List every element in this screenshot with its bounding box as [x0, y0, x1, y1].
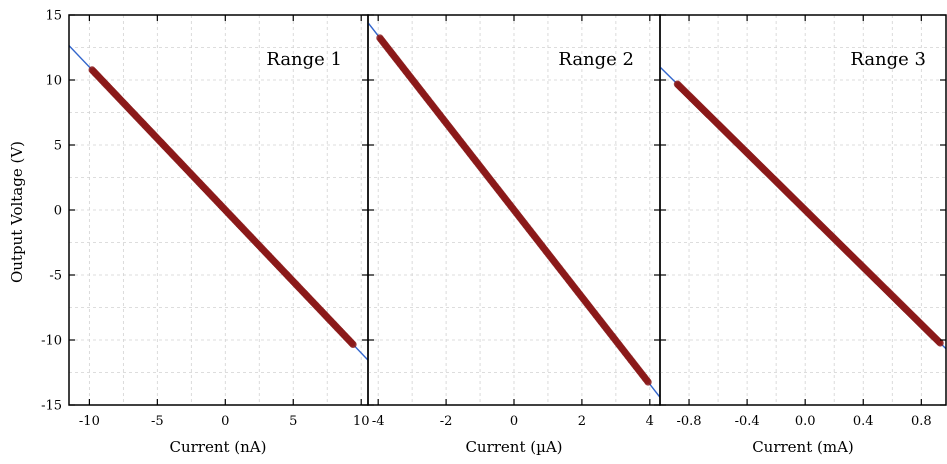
ticks-layer-range-3: -0.8 -0.4 0.0 0.4 0.8 — [660, 14, 946, 429]
x-tick-label-range-2: 4 — [646, 414, 654, 429]
range-label-2: Range 2 — [558, 49, 634, 70]
points-layer-range-2 — [376, 34, 652, 386]
y-axis-title: Output Voltage (V) — [8, 141, 26, 283]
data-point-range-2 — [644, 378, 652, 386]
ticks-layer-range-2: -4 -2 0 2 4 — [368, 14, 660, 429]
range-label-1: Range 1 — [266, 49, 342, 70]
panel-range-2: -4 -2 0 2 4 Range 2 Current (µA) — [367, 14, 661, 456]
range-label-3: Range 3 — [850, 49, 926, 70]
y-tick-label: -10 — [41, 334, 62, 349]
panel-range-3: -0.8 -0.4 0.0 0.4 0.8 Range 3 Current (mA) — [659, 14, 947, 456]
y-tick-label: 10 — [45, 74, 62, 89]
x-tick-label-range-3: 0.4 — [853, 414, 874, 429]
x-tick-label-range-1: 10 — [353, 414, 370, 429]
x-tick-label-range-1: 5 — [289, 414, 297, 429]
y-tick-label: 5 — [54, 139, 62, 154]
x-tick-label-range-2: 2 — [578, 414, 586, 429]
data-point-range-1 — [349, 340, 357, 349]
x-tick-label-range-2: -2 — [440, 414, 453, 429]
y-tick-label: -5 — [49, 269, 62, 284]
y-tick-label: 0 — [54, 204, 62, 219]
points-layer-range-3 — [673, 80, 944, 347]
x-axis-title-range-2: Current (µA) — [465, 438, 562, 456]
x-tick-label-range-2: 0 — [510, 414, 518, 429]
y-tick-label: -15 — [41, 399, 62, 414]
x-tick-label-range-3: 0.8 — [911, 414, 932, 429]
x-tick-label-range-3: -0.8 — [676, 414, 701, 429]
ticks-layer-range-1: -10 -5 0 5 10 15 10 5 0 -5 -10 -15 — [41, 9, 369, 430]
x-tick-label-range-1: 0 — [221, 414, 229, 429]
panel-range-1: -10 -5 0 5 10 15 10 5 0 -5 -10 -15 Range 1 Current … — [8, 9, 369, 457]
x-tick-label-range-2: -4 — [372, 414, 385, 429]
data-point-range-3 — [936, 339, 944, 347]
y-tick-label: 15 — [45, 9, 62, 24]
x-axis-title-range-3: Current (mA) — [752, 438, 854, 456]
grid-layer-range-3 — [660, 15, 946, 405]
points-layer-range-1 — [88, 66, 357, 349]
grid-layer-range-1 — [69, 15, 368, 405]
x-tick-label-range-3: -0.4 — [735, 414, 760, 429]
x-tick-label-range-1: -10 — [79, 414, 100, 429]
x-axis-title-range-1: Current (nA) — [169, 438, 266, 456]
x-tick-label-range-3: 0.0 — [795, 414, 816, 429]
x-tick-label-range-1: -5 — [151, 414, 164, 429]
